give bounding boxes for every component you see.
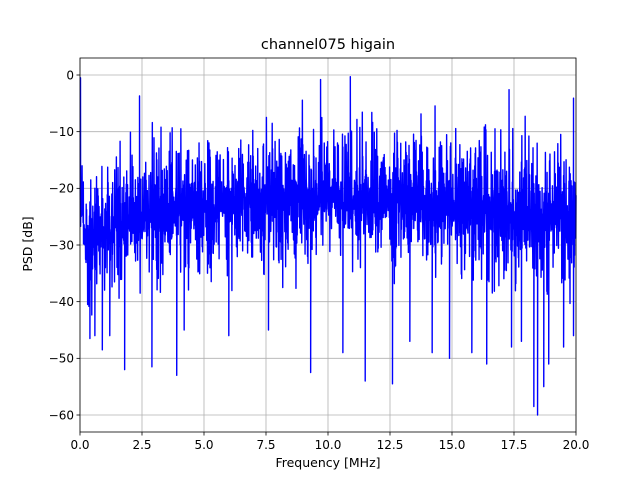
x-axis-label: Frequency [MHz]	[275, 455, 380, 470]
y-tick-label: −30	[49, 238, 74, 252]
x-tick-label: 2.5	[132, 438, 151, 452]
y-tick-label: 0	[66, 68, 74, 82]
x-tick-label: 17.5	[501, 438, 528, 452]
x-tick-label: 7.5	[256, 438, 275, 452]
y-axis-ticks: 0 −10 −20 −30 −40 −50 −60	[49, 68, 80, 422]
x-tick-label: 10.0	[315, 438, 342, 452]
psd-trace	[79, 76, 577, 416]
y-tick-label: −20	[49, 182, 74, 196]
x-tick-label: 15.0	[439, 438, 466, 452]
x-tick-label: 0.0	[70, 438, 89, 452]
x-tick-label: 5.0	[194, 438, 213, 452]
y-tick-label: −40	[49, 295, 74, 309]
x-tick-label: 12.5	[377, 438, 404, 452]
x-axis-ticks: 0.0 2.5 5.0 7.5 10.0 12.5 15.0 17.5 20.0	[70, 432, 589, 452]
y-tick-label: −60	[49, 408, 74, 422]
x-tick-label: 20.0	[563, 438, 590, 452]
y-tick-label: −50	[49, 352, 74, 366]
y-axis-label: PSD [dB]	[20, 216, 35, 271]
psd-series-line	[79, 76, 577, 416]
y-tick-label: −10	[49, 125, 74, 139]
chart-title: channel075 higain	[261, 37, 395, 53]
